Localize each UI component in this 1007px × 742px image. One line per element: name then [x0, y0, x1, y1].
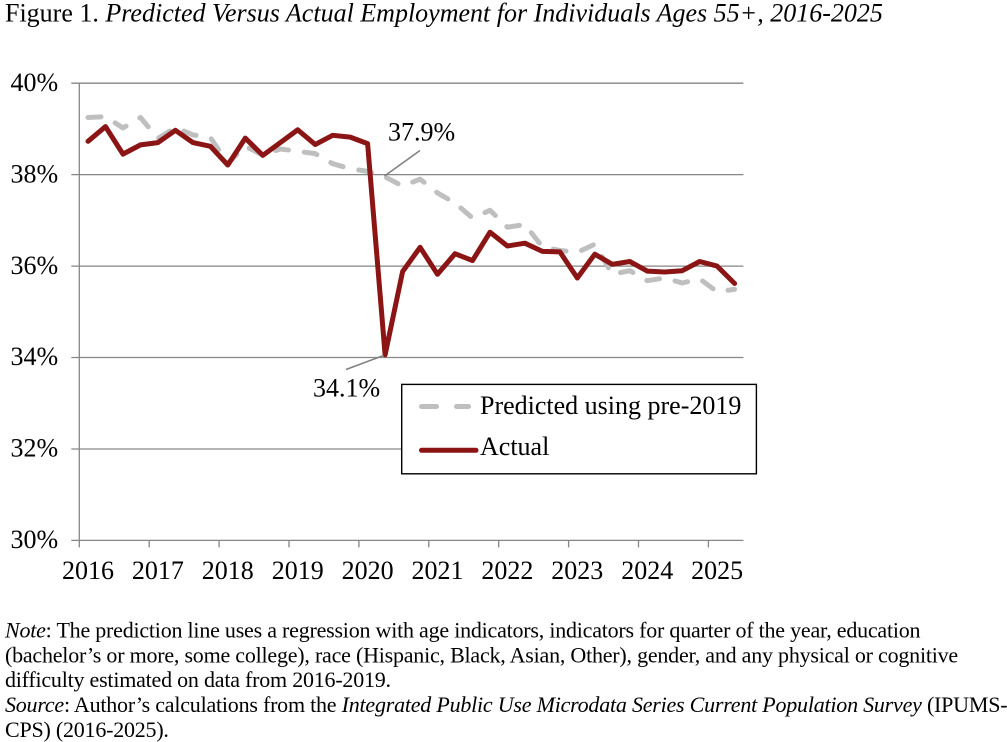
- svg-text:CPS) (2016-2025).: CPS) (2016-2025).: [5, 717, 169, 742]
- svg-text:34.1%: 34.1%: [313, 374, 380, 403]
- svg-text:2018: 2018: [202, 556, 254, 585]
- svg-text:32%: 32%: [11, 434, 59, 463]
- svg-text:Note: The prediction line uses: Note: The prediction line uses a regress…: [4, 618, 921, 643]
- svg-text:Figure 1. Predicted Versus Act: Figure 1. Predicted Versus Actual Employ…: [5, 0, 883, 28]
- svg-text:40%: 40%: [11, 68, 59, 97]
- svg-text:34%: 34%: [11, 342, 59, 371]
- svg-text:(bachelor’s or more, some coll: (bachelor’s or more, some college), race…: [5, 642, 958, 667]
- svg-text:2023: 2023: [551, 556, 603, 585]
- svg-text:2016: 2016: [62, 556, 114, 585]
- svg-text:2025: 2025: [691, 556, 743, 585]
- svg-text:2017: 2017: [132, 556, 184, 585]
- svg-text:2020: 2020: [342, 556, 394, 585]
- svg-text:30%: 30%: [11, 525, 59, 554]
- svg-text:2019: 2019: [272, 556, 324, 585]
- svg-text:38%: 38%: [11, 159, 59, 188]
- svg-text:2024: 2024: [621, 556, 673, 585]
- svg-text:37.9%: 37.9%: [388, 118, 455, 147]
- svg-text:2022: 2022: [481, 556, 533, 585]
- svg-text:Source: Author’s calculations: Source: Author’s calculations from the I…: [5, 692, 1007, 717]
- svg-text:36%: 36%: [11, 251, 59, 280]
- svg-text:Predicted using pre-2019: Predicted using pre-2019: [480, 391, 741, 420]
- svg-text:2021: 2021: [412, 556, 464, 585]
- svg-text:Actual: Actual: [480, 432, 549, 461]
- svg-text:difficulty estimated on data f: difficulty estimated on data from 2016-2…: [5, 667, 391, 692]
